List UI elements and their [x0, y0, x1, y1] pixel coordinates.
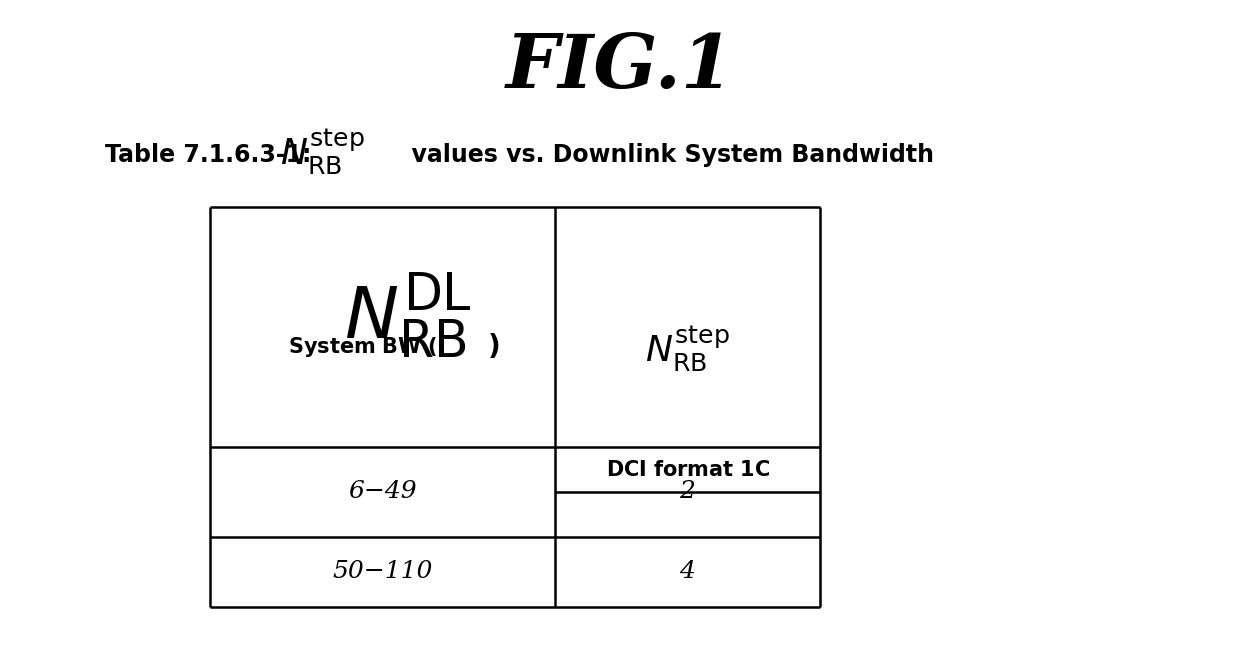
Text: FIG.1: FIG.1: [506, 31, 734, 103]
Text: Table 7.1.6.3-1:: Table 7.1.6.3-1:: [105, 143, 311, 167]
Text: $\mathbf{DCI\ format\ 1C}$: $\mathbf{DCI\ format\ 1C}$: [605, 460, 770, 480]
Text: $\mathit{N}_{\rm RB}^{\rm step}$: $\mathit{N}_{\rm RB}^{\rm step}$: [279, 127, 365, 177]
Text: $\mathit{N}_{\rm RB}^{\rm DL}$: $\mathit{N}_{\rm RB}^{\rm DL}$: [343, 271, 471, 362]
Text: $\mathbf{System\ BW\ (}$: $\mathbf{System\ BW\ (}$: [288, 335, 436, 359]
Text: 2: 2: [680, 480, 696, 504]
Text: values vs. Downlink System Bandwidth: values vs. Downlink System Bandwidth: [396, 143, 934, 167]
Text: 6−49: 6−49: [348, 480, 417, 504]
Text: 4: 4: [680, 560, 696, 584]
Text: 50−110: 50−110: [332, 560, 433, 584]
Text: $\mathit{N}_{\rm RB}^{\rm step}$: $\mathit{N}_{\rm RB}^{\rm step}$: [645, 325, 730, 374]
Text: $\mathbf{\ )}$: $\mathbf{\ )}$: [477, 333, 498, 362]
